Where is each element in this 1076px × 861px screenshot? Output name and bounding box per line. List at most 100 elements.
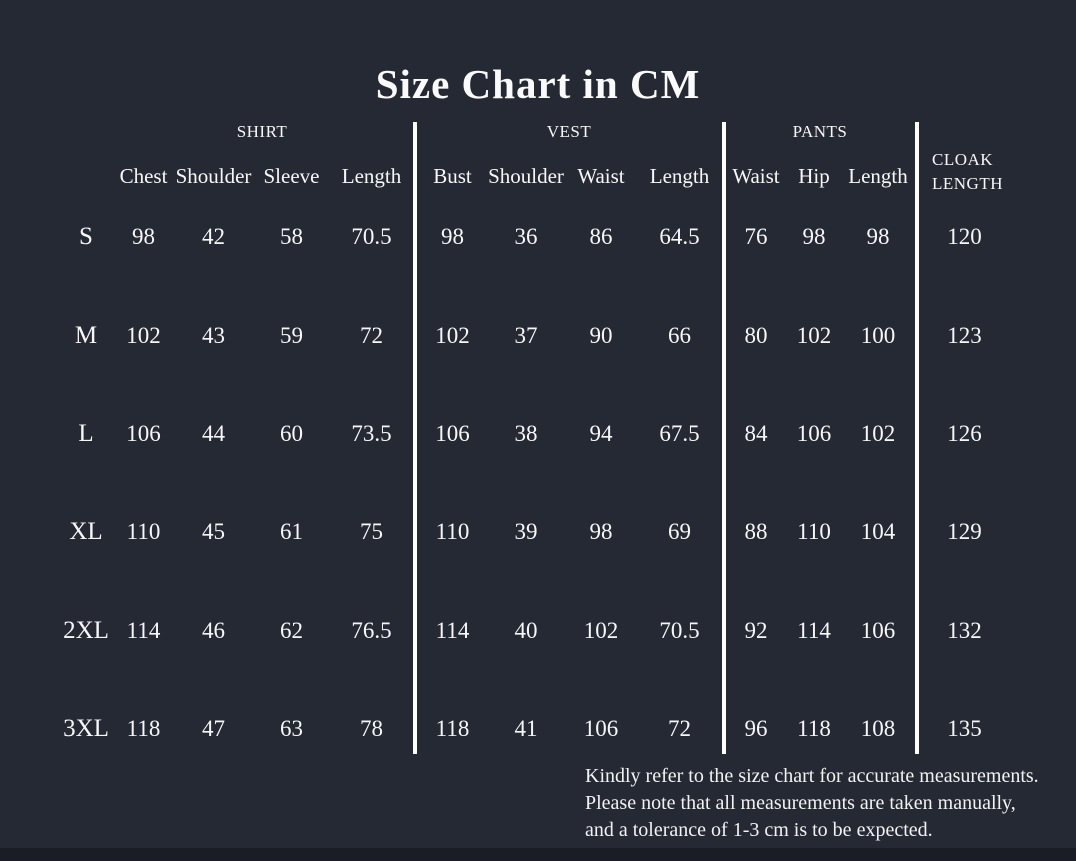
cell-pants-length: 108 bbox=[860, 716, 896, 742]
cell-vest-shoulder: 38 bbox=[514, 420, 538, 446]
cell-pants-waist: 96 bbox=[744, 716, 768, 742]
measurement-note-line: and a tolerance of 1-3 cm is to be expec… bbox=[585, 819, 933, 841]
cell-pants-length: 104 bbox=[860, 519, 896, 545]
size-label: 3XL bbox=[63, 715, 109, 743]
column-divider bbox=[412, 122, 417, 755]
cell-shirt-length: 78 bbox=[360, 716, 383, 742]
cell-shirt-chest: 106 bbox=[126, 420, 161, 446]
col-header-shirt-length: Length bbox=[341, 163, 402, 188]
cell-shirt-shoulder: 43 bbox=[202, 322, 225, 348]
cell-pants-hip: 114 bbox=[797, 617, 831, 643]
cell-pants-hip: 110 bbox=[797, 519, 831, 545]
cell-shirt-sleeve: 61 bbox=[280, 519, 303, 545]
page-title: Size Chart in CM bbox=[375, 61, 701, 107]
cell-pants-length: 98 bbox=[866, 224, 890, 250]
cell-vest-shoulder: 36 bbox=[514, 224, 538, 250]
size-label: M bbox=[74, 321, 98, 349]
col-header-pants-waist: Waist bbox=[732, 163, 780, 188]
cell-vest-shoulder: 41 bbox=[514, 716, 538, 742]
column-divider bbox=[721, 122, 726, 755]
cell-shirt-shoulder: 44 bbox=[202, 420, 225, 446]
cell-pants-waist: 76 bbox=[744, 224, 768, 250]
group-header-shirt: SHIRT bbox=[236, 122, 288, 141]
size-label: S bbox=[79, 223, 93, 251]
col-header-vest-waist: Waist bbox=[577, 163, 625, 188]
cell-pants-hip: 106 bbox=[796, 420, 832, 446]
cell-shirt-length: 73.5 bbox=[351, 420, 392, 446]
cell-shirt-shoulder: 47 bbox=[202, 716, 225, 742]
cell-pants-hip: 102 bbox=[796, 322, 832, 348]
cell-shirt-length: 76.5 bbox=[351, 617, 392, 643]
cell-vest-length: 67.5 bbox=[659, 420, 700, 446]
col-header-pants-hip: Hip bbox=[798, 163, 830, 188]
cell-pants-length: 102 bbox=[860, 420, 896, 446]
cell-cloak-length: 135 bbox=[947, 716, 982, 742]
cell-vest-shoulder: 39 bbox=[514, 519, 538, 545]
col-header-shirt-chest: Chest bbox=[119, 163, 168, 188]
bottom-bar bbox=[0, 848, 1076, 861]
col-header-vest-bust: Bust bbox=[433, 163, 472, 188]
cell-vest-waist: 94 bbox=[589, 420, 613, 446]
cell-vest-shoulder: 40 bbox=[514, 617, 538, 643]
measurement-note-line: Kindly refer to the size chart for accur… bbox=[585, 765, 1039, 787]
measurement-note-line: Please note that all measurements are ta… bbox=[585, 792, 1016, 814]
cell-pants-hip: 118 bbox=[797, 716, 831, 742]
cell-pants-waist: 80 bbox=[744, 322, 768, 348]
cell-shirt-chest: 102 bbox=[126, 322, 161, 348]
cell-vest-bust: 106 bbox=[435, 420, 470, 446]
cell-vest-bust: 98 bbox=[441, 224, 464, 250]
cell-vest-waist: 98 bbox=[589, 519, 613, 545]
cell-shirt-sleeve: 59 bbox=[280, 322, 303, 348]
col-header-vest-length: Length bbox=[649, 163, 710, 188]
cell-vest-bust: 118 bbox=[435, 716, 470, 742]
group-header-cloak-length: CLOAK LENGTH bbox=[932, 149, 1003, 194]
group-header-pants: PANTS bbox=[792, 122, 848, 141]
cell-shirt-sleeve: 58 bbox=[280, 224, 303, 250]
cell-shirt-chest: 114 bbox=[126, 617, 161, 643]
cell-vest-length: 64.5 bbox=[659, 224, 700, 250]
cell-cloak-length: 120 bbox=[947, 224, 982, 250]
cell-pants-hip: 98 bbox=[802, 224, 826, 250]
cell-shirt-shoulder: 45 bbox=[202, 519, 225, 545]
col-header-shirt-shoulder: Shoulder bbox=[175, 163, 252, 188]
cell-vest-length: 70.5 bbox=[659, 617, 700, 643]
cell-cloak-length: 126 bbox=[947, 420, 982, 446]
col-header-pants-length: Length bbox=[848, 163, 908, 188]
cell-pants-length: 100 bbox=[860, 322, 896, 348]
cell-shirt-length: 75 bbox=[360, 519, 383, 545]
cell-pants-length: 106 bbox=[860, 617, 896, 643]
cell-vest-bust: 102 bbox=[435, 322, 470, 348]
cell-shirt-sleeve: 63 bbox=[280, 716, 303, 742]
cell-shirt-length: 72 bbox=[360, 322, 383, 348]
cell-cloak-length: 129 bbox=[947, 519, 982, 545]
cell-shirt-chest: 118 bbox=[126, 716, 161, 742]
size-label: L bbox=[78, 419, 94, 447]
cell-shirt-length: 70.5 bbox=[351, 224, 392, 250]
cell-pants-waist: 92 bbox=[744, 617, 768, 643]
measurement-note: Kindly refer to the size chart for accur… bbox=[585, 763, 1039, 844]
cell-shirt-shoulder: 46 bbox=[202, 617, 225, 643]
col-header-shirt-sleeve: Sleeve bbox=[263, 163, 320, 188]
cell-vest-bust: 110 bbox=[435, 519, 470, 545]
cell-shirt-sleeve: 62 bbox=[280, 617, 303, 643]
col-header-vest-shoulder: Shoulder bbox=[488, 163, 564, 188]
size-label: XL bbox=[69, 518, 103, 546]
cell-shirt-sleeve: 60 bbox=[280, 420, 303, 446]
cell-shirt-chest: 98 bbox=[132, 224, 155, 250]
cell-vest-shoulder: 37 bbox=[514, 322, 538, 348]
cell-vest-length: 66 bbox=[668, 322, 691, 348]
cell-pants-waist: 88 bbox=[744, 519, 768, 545]
group-header-vest: VEST bbox=[546, 122, 592, 141]
cell-shirt-shoulder: 42 bbox=[202, 224, 225, 250]
cell-vest-waist: 86 bbox=[589, 224, 613, 250]
cell-vest-bust: 114 bbox=[435, 617, 470, 643]
cell-cloak-length: 132 bbox=[947, 617, 982, 643]
cell-pants-waist: 84 bbox=[744, 420, 768, 446]
column-divider bbox=[914, 122, 919, 755]
cell-vest-length: 69 bbox=[668, 519, 691, 545]
cell-shirt-chest: 110 bbox=[126, 519, 161, 545]
size-chart-table: SHIRT VEST PANTS CLOAK LENGTH Chest Shou… bbox=[0, 112, 1076, 778]
cell-cloak-length: 123 bbox=[947, 322, 982, 348]
cell-vest-waist: 106 bbox=[583, 716, 619, 742]
